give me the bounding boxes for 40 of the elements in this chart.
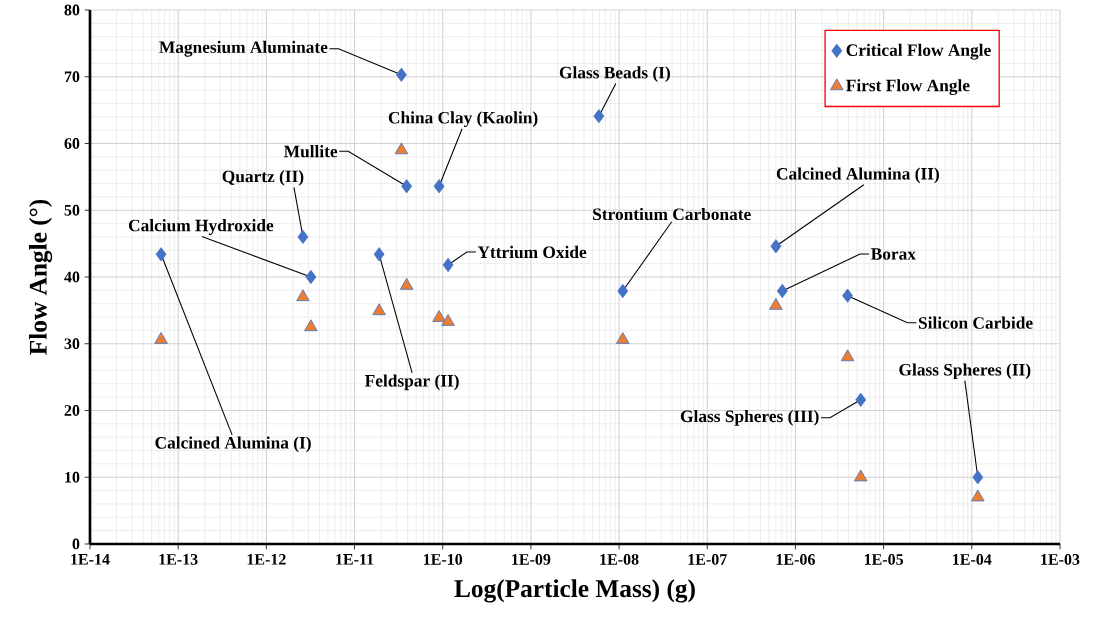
y-tick-label: 60 bbox=[64, 138, 80, 149]
annotation: China Clay (Kaolin) bbox=[388, 111, 538, 128]
y-tick-label: 10 bbox=[65, 471, 80, 483]
annotation: Mullite bbox=[283, 145, 338, 158]
annotation: Yttrium Oxide bbox=[477, 245, 587, 259]
x-tick-label: 1E-12 bbox=[247, 554, 286, 565]
y-tick-label: 30 bbox=[64, 338, 80, 350]
x-tick-label: 1E-06 bbox=[776, 554, 815, 565]
annotation: Borax bbox=[870, 248, 916, 260]
annotation: Quartz (II) bbox=[222, 170, 304, 186]
y-tick-label: 80 bbox=[64, 4, 80, 16]
legend-label: First Flow Angle bbox=[846, 79, 970, 95]
x-tick-label: 1E-14 bbox=[71, 554, 110, 565]
x-tick-label: 1E-07 bbox=[688, 554, 727, 565]
legend-label: Critical Flow Angle bbox=[846, 43, 991, 60]
y-tick-label: 40 bbox=[64, 271, 80, 283]
y-tick-label: 70 bbox=[64, 71, 80, 83]
x-tick-label: 1E-05 bbox=[864, 554, 904, 565]
annotation: Glass Spheres (III) bbox=[680, 409, 819, 426]
x-tick-label: 1E-11 bbox=[336, 554, 374, 565]
annotation: Magnesium Aluminate bbox=[159, 40, 328, 57]
annotation: Calcium Hydroxide bbox=[128, 219, 274, 235]
x-tick-label: 1E-04 bbox=[953, 554, 992, 565]
annotation: Strontium Carbonate bbox=[593, 207, 751, 221]
annotation: Silicon Carbide bbox=[918, 316, 1033, 329]
annotation: Calcined Alumina (I) bbox=[155, 436, 311, 453]
y-tick-label: 20 bbox=[64, 405, 80, 416]
annotation: Glass Beads (I) bbox=[559, 66, 670, 82]
x-tick-label: 1E-09 bbox=[512, 554, 551, 565]
x-axis-title: Log(Particle Mass) (g) bbox=[454, 579, 695, 603]
annotation: Calcined Alumina (II) bbox=[776, 167, 939, 184]
x-tick-label: 1E-08 bbox=[600, 554, 639, 565]
y-axis-title: Flow Angle (°) bbox=[28, 199, 53, 355]
x-tick-label: 1E-10 bbox=[424, 554, 463, 565]
y-tick-label: 50 bbox=[64, 204, 80, 216]
annotation: Feldspar (II) bbox=[364, 374, 459, 391]
y-tick-label: 0 bbox=[72, 538, 80, 550]
annotation: Glass Spheres (II) bbox=[899, 363, 1031, 380]
x-tick-label: 1E-03 bbox=[1041, 554, 1080, 565]
x-tick-label: 1E-13 bbox=[159, 554, 198, 565]
